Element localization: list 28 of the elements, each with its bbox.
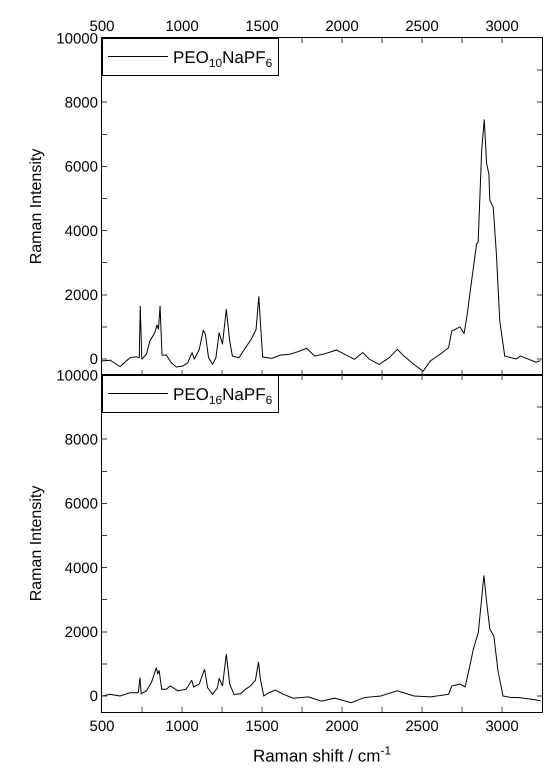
x-tick-label: 1000 [165,718,199,735]
y-tick-label: 10000 [56,30,98,48]
x-tick-label: 2500 [405,18,439,35]
x-axis-title: Raman shift / cm$^{-1}$ [252,743,392,766]
y-tick-label: 8000 [64,431,98,448]
y-tick-label: 0 [90,351,98,368]
y-tick-label: 8000 [64,94,98,112]
x-tick-label: 2000 [325,18,359,35]
x-tick-label: 500 [89,718,115,735]
y-tick-label: 6000 [64,158,98,176]
legend-label: PEO$_{10}$NaPF$_{6}$ [173,48,273,70]
legend-label: PEO$_{16}$NaPF$_{6}$ [173,385,273,407]
y-axis-title: Raman Intensity [28,148,46,264]
y-tick-label: 6000 [64,496,98,513]
x-tick-label: 1500 [245,718,279,735]
y-tick-label: 0 [90,688,98,706]
y-tick-label: 2000 [64,287,98,304]
x-tick-label: 2500 [405,718,439,735]
x-tick-label: 1000 [165,18,199,35]
y-tick-label: 2000 [64,624,98,642]
y-tick-label: 4000 [64,560,98,577]
x-tick-label: 1500 [245,18,279,35]
y-axis-title: Raman Intensity [28,486,46,602]
x-tick-label: 2000 [325,718,359,735]
y-tick-label: 4000 [64,222,98,240]
y-tick-label: 10000 [56,367,98,384]
x-tick-label: 3000 [485,718,519,735]
x-tick-label: 3000 [485,18,519,35]
